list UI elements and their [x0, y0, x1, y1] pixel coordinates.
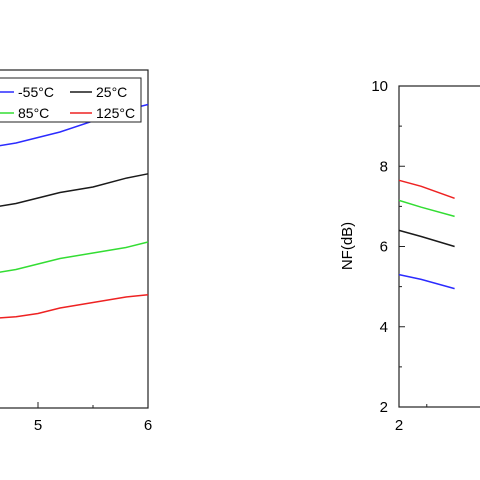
- legend-box: [0, 77, 142, 123]
- legend-label: 85°C: [18, 105, 49, 121]
- right-y-axis-label: NF(dB): [339, 222, 356, 270]
- left-plot-frame: [0, 69, 149, 409]
- right-y-axis: 2 4 6 8 10: [371, 78, 405, 416]
- left-legend: -55°C 25°C 85°C 125°C: [0, 77, 142, 123]
- legend-label: 25°C: [96, 84, 127, 100]
- left-series-25-c-line: [0, 173, 149, 207]
- legend-item-55-c: -55°C: [0, 84, 54, 100]
- right-chart: 2 4 6 8 10 2 NF(dB): [339, 78, 480, 434]
- right-series-0-line: [398, 179, 455, 200]
- legend-label: 125°C: [96, 105, 135, 121]
- right-y-tick-label: 10: [371, 78, 388, 95]
- right-x-tick-label: 2: [395, 417, 403, 434]
- left-x-tick-label: 5: [34, 417, 42, 434]
- right-series-2-line: [398, 229, 455, 248]
- legend-label: -55°C: [18, 84, 54, 100]
- legend-item-25-c: 25°C: [70, 84, 127, 100]
- right-y-tick-label: 8: [380, 158, 388, 175]
- right-y-tick-label: 4: [380, 319, 388, 336]
- left-series-group: [0, 103, 149, 319]
- right-plot-frame: [398, 85, 480, 408]
- right-series-group: [398, 179, 455, 290]
- legend-item-125-c: 125°C: [70, 105, 135, 121]
- left-series-85-c-line: [0, 241, 149, 273]
- left-series-125-c-line: [0, 294, 149, 319]
- right-y-tick-label: 2: [380, 399, 388, 416]
- right-series-3-line: [398, 273, 455, 290]
- legend-item-85-c: 85°C: [0, 105, 49, 121]
- right-x-axis: 2: [395, 401, 428, 434]
- right-series-1-line: [398, 199, 455, 218]
- right-y-tick-label: 6: [380, 239, 388, 256]
- left-x-tick-label: 6: [144, 417, 152, 434]
